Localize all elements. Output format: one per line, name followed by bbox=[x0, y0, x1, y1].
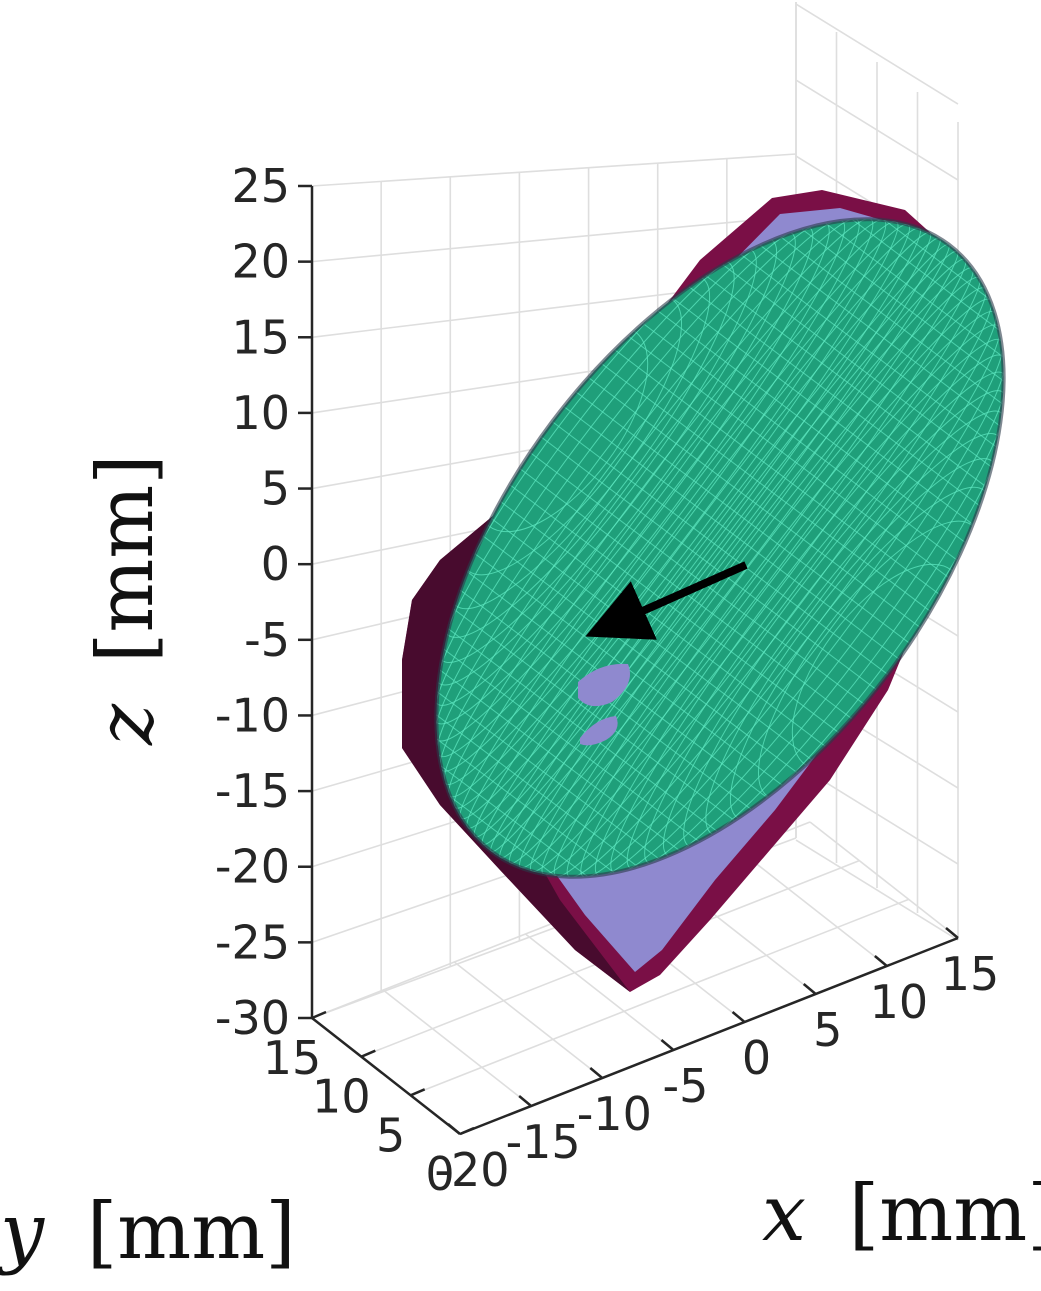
x-axis-title: x [mm] bbox=[762, 1169, 1041, 1259]
y-tick-label: 10 bbox=[312, 1070, 371, 1124]
mesh-line bbox=[500, 406, 917, 721]
x-axis-var: x bbox=[762, 1169, 806, 1259]
x-tick-label: 0 bbox=[742, 1031, 771, 1085]
y-tick-label: 0 bbox=[425, 1147, 454, 1201]
grid-line bbox=[410, 898, 909, 1097]
mesh-line bbox=[592, 284, 1008, 599]
x-tick-mark bbox=[589, 1067, 604, 1079]
x-tick-label: 15 bbox=[941, 947, 1000, 1001]
mesh-line bbox=[466, 451, 883, 766]
y-tick-mark bbox=[311, 1010, 327, 1020]
mesh-line bbox=[523, 375, 940, 690]
x-tick-label: -5 bbox=[662, 1059, 708, 1113]
x-tick-label: 10 bbox=[870, 975, 929, 1029]
z-tick-label: -30 bbox=[215, 991, 290, 1045]
y-tick-label: 15 bbox=[263, 1031, 322, 1085]
y-axis-title: y [mm] bbox=[0, 1187, 296, 1277]
x-tick-label: -15 bbox=[506, 1115, 581, 1169]
grid-line bbox=[524, 933, 674, 1051]
z-tick-label: 25 bbox=[231, 159, 290, 213]
y-axis-var: y bbox=[0, 1187, 45, 1277]
y-tick-mark bbox=[360, 1049, 376, 1058]
z-tick-labels: 25 20 15 10 5 0 -5 -10 -15 -20 -25 -30 bbox=[215, 159, 312, 1045]
y-axis-unit: [mm] bbox=[87, 1187, 296, 1277]
z-tick-label: 5 bbox=[261, 462, 290, 516]
grid-line bbox=[795, 839, 959, 941]
y-tick-mark bbox=[410, 1088, 426, 1097]
z-tick-label: -5 bbox=[244, 613, 290, 667]
mesh-line bbox=[603, 269, 1020, 584]
mesh-line bbox=[569, 315, 986, 630]
annotation-arrow bbox=[585, 561, 748, 640]
mesh-line bbox=[614, 254, 1031, 569]
grid-line bbox=[738, 849, 888, 967]
z-axis-unit: [mm] bbox=[81, 454, 171, 663]
grid-line bbox=[382, 989, 532, 1107]
mesh-line bbox=[580, 300, 997, 614]
z-tick-label: -25 bbox=[215, 915, 290, 969]
mesh-line bbox=[512, 391, 928, 705]
mesh-line bbox=[432, 497, 848, 812]
mesh-line bbox=[454, 466, 871, 781]
y-tick-mark bbox=[459, 1126, 475, 1136]
x-axis-unit: [mm] bbox=[849, 1169, 1041, 1259]
z-tick-label: 15 bbox=[231, 310, 290, 364]
surfaces bbox=[323, 118, 1041, 992]
x-tick-mark bbox=[660, 1039, 675, 1051]
ellipsoid-rim bbox=[434, 217, 1006, 879]
x-tick-label: -10 bbox=[577, 1087, 652, 1141]
mesh-line bbox=[534, 360, 951, 675]
inner-patch-2 bbox=[580, 716, 618, 746]
x-tick-mark bbox=[731, 1011, 746, 1023]
z-axis-title: z [mm] bbox=[81, 454, 171, 746]
inner-patch-1 bbox=[578, 663, 630, 707]
z-tick-label: -20 bbox=[215, 840, 290, 894]
z-tick-label: 0 bbox=[261, 537, 290, 591]
x-tick-mark bbox=[945, 927, 959, 939]
z-tick-label: -15 bbox=[215, 764, 290, 818]
x-tick-mark bbox=[874, 955, 888, 967]
z-tick-label: 20 bbox=[231, 235, 290, 289]
grid-line bbox=[795, 79, 959, 181]
grid-line bbox=[809, 821, 959, 939]
x-tick-label: -20 bbox=[434, 1143, 509, 1197]
mesh-line bbox=[557, 330, 974, 645]
mesh-line bbox=[489, 421, 906, 736]
x-tick-mark bbox=[447, 1123, 461, 1135]
grid-line bbox=[453, 961, 603, 1079]
mesh-line bbox=[546, 345, 963, 660]
grid-line bbox=[795, 3, 959, 105]
x-tick-mark bbox=[518, 1095, 532, 1107]
mesh-line bbox=[626, 239, 1041, 554]
axes bbox=[310, 186, 959, 1136]
x-tick-label: 5 bbox=[813, 1003, 842, 1057]
grid-line bbox=[311, 215, 797, 263]
y-tick-label: 5 bbox=[376, 1108, 405, 1162]
z-tick-label: -10 bbox=[215, 688, 290, 742]
grid-line bbox=[311, 153, 797, 187]
x-axis-line bbox=[459, 936, 959, 1136]
z-tick-label: 10 bbox=[231, 386, 290, 440]
x-tick-mark bbox=[802, 983, 817, 995]
z-axis-var: z bbox=[81, 703, 171, 746]
y-axis-line bbox=[311, 1017, 461, 1135]
